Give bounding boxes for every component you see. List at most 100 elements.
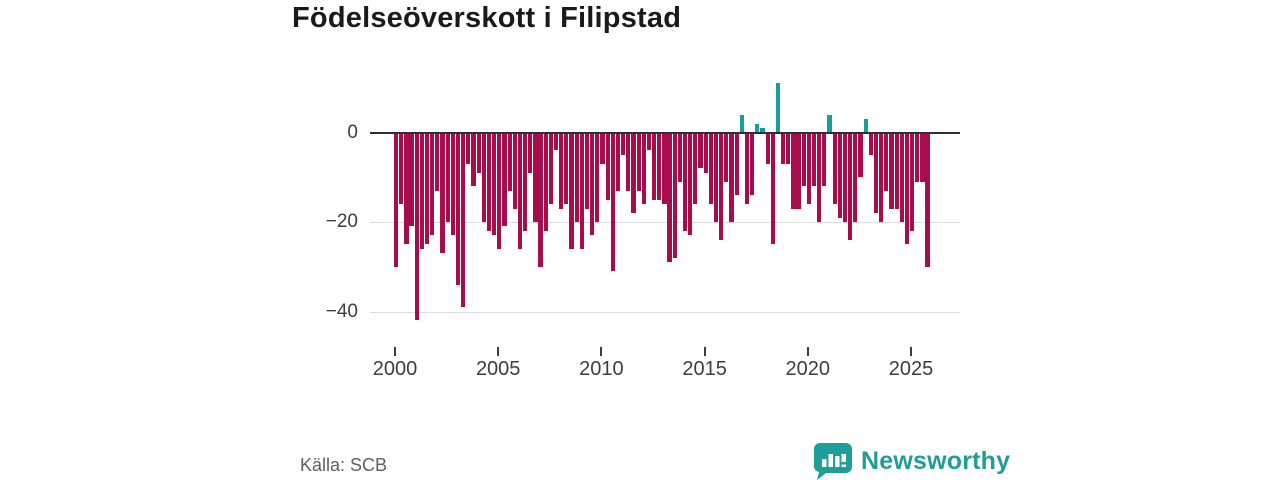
bar-negative <box>646 132 652 151</box>
bar-negative <box>662 132 667 205</box>
logo-exclamation-stem <box>841 454 846 462</box>
bar-negative <box>461 132 466 308</box>
bar-negative <box>404 132 409 245</box>
logo-bar-medium <box>828 454 833 467</box>
bar-negative <box>471 132 476 187</box>
bar-negative <box>610 132 615 272</box>
bar-negative <box>894 132 899 209</box>
bar-negative <box>889 132 894 209</box>
bar-negative <box>615 132 621 191</box>
bar-negative <box>497 132 502 249</box>
bar-negative <box>523 132 528 231</box>
brand-name: Newsworthy <box>861 446 1011 475</box>
x-axis-label: 2000 <box>372 358 418 380</box>
bar-negative <box>744 132 750 205</box>
bar-negative <box>796 132 801 209</box>
bar-negative <box>419 132 424 249</box>
bar-negative <box>626 132 631 191</box>
bar-negative <box>584 132 590 209</box>
logo-exclamation-dot <box>841 464 846 467</box>
bar-negative <box>652 132 657 200</box>
bar-negative <box>579 132 584 249</box>
bar-negative <box>543 132 548 231</box>
bar-negative <box>811 132 817 187</box>
bar-negative <box>486 132 492 231</box>
x-axis-tick <box>497 347 500 356</box>
bar-negative <box>553 132 559 151</box>
bar-negative <box>781 132 786 164</box>
bar-negative <box>879 132 884 222</box>
x-axis-tick <box>910 347 912 356</box>
bar-negative <box>574 132 579 222</box>
bar-positive <box>775 83 781 133</box>
bar-negative <box>713 132 719 222</box>
bar-negative <box>409 132 414 227</box>
bar-negative <box>925 132 930 267</box>
bar-negative <box>667 132 672 263</box>
bar-negative <box>693 132 698 205</box>
x-axis-tick <box>806 347 809 356</box>
bar-negative <box>569 132 574 249</box>
bar-negative <box>806 132 811 205</box>
bar-positive <box>755 123 760 133</box>
gridline-−20 <box>370 222 960 223</box>
x-axis-label: 2005 <box>475 358 521 380</box>
bar-negative <box>672 132 677 258</box>
bar-negative <box>424 132 430 245</box>
bar-negative <box>548 132 553 205</box>
y-axis-label: 0 <box>347 121 358 143</box>
newsworthy-logo-icon <box>814 443 852 480</box>
bar-negative <box>786 132 791 164</box>
bar-negative <box>770 132 775 245</box>
bar-negative <box>641 132 646 205</box>
bar-negative <box>719 132 724 240</box>
bar-negative <box>512 132 517 209</box>
bar-negative <box>910 132 915 231</box>
x-axis-tick <box>394 347 396 356</box>
x-axis-tick <box>703 347 706 356</box>
bar-negative <box>435 132 440 191</box>
bar-negative <box>631 132 636 214</box>
bar-negative <box>884 132 889 191</box>
bar-negative <box>791 132 796 209</box>
y-axis-label: −40 <box>325 300 358 322</box>
bar-negative <box>868 132 873 155</box>
gridline-−40 <box>370 311 960 313</box>
bar-negative <box>445 132 450 222</box>
y-axis-label: −20 <box>325 211 358 232</box>
bar-negative <box>476 132 481 173</box>
bar-negative <box>708 132 713 205</box>
bar-positive <box>760 128 765 133</box>
bar-negative <box>801 132 806 187</box>
bar-negative <box>455 132 461 285</box>
bar-negative <box>414 132 419 321</box>
bar-negative <box>858 132 863 178</box>
bar-negative <box>538 132 543 267</box>
bar-negative <box>533 132 538 222</box>
bar-negative <box>502 132 507 227</box>
bar-negative <box>399 132 404 205</box>
bar-negative <box>822 132 827 187</box>
bar-negative <box>915 132 920 182</box>
bar-negative <box>657 132 662 200</box>
x-axis-tick <box>600 347 603 356</box>
bar-negative <box>528 132 533 173</box>
bar-negative <box>600 132 605 164</box>
bar-negative <box>507 132 512 191</box>
bar-negative <box>466 132 471 164</box>
bar-positive <box>827 114 832 133</box>
bar-negative <box>750 132 755 196</box>
bar-negative <box>837 132 842 218</box>
bar-negative <box>698 132 703 169</box>
bar-negative <box>724 132 729 182</box>
bar-negative <box>682 132 688 231</box>
bar-negative <box>677 132 682 182</box>
bar-negative <box>492 132 497 236</box>
bar-negative <box>621 132 626 155</box>
x-axis-label: 2025 <box>888 358 934 380</box>
bar-negative <box>734 132 739 196</box>
bar-negative <box>842 132 848 222</box>
x-axis-label: 2020 <box>785 358 831 380</box>
bar-negative <box>450 132 455 236</box>
